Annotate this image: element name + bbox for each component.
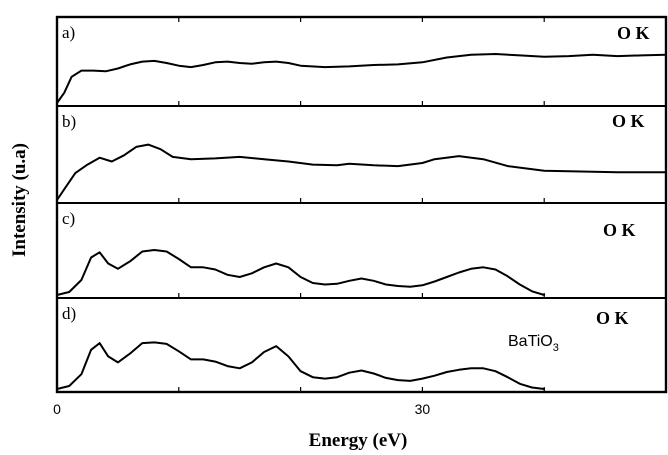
edge-label: O K — [612, 111, 645, 131]
panel-a: a) O K — [56, 17, 667, 106]
x-tick-label: 0 — [53, 401, 61, 417]
panels-group: a) O K b) O K c) O K d) O K BaTiO3 — [55, 15, 668, 394]
edge-label: O K — [596, 308, 629, 328]
panel-label: d) — [62, 304, 76, 323]
spectrum-line-b — [56, 143, 667, 201]
panel-label: b) — [62, 112, 76, 131]
panel-b: b) O K — [56, 111, 667, 203]
panel-d: d) O K BaTiO3 — [56, 304, 667, 392]
y-axis-title: Intensity (u.a) — [9, 143, 30, 257]
panel-c: c) O K — [56, 209, 667, 298]
panel-label: a) — [62, 23, 75, 42]
plot-frame — [55, 15, 668, 394]
x-axis: 0 30 — [53, 401, 430, 417]
compound-annotation: BaTiO3 — [508, 333, 559, 354]
edge-label: O K — [617, 23, 650, 43]
spectrum-line-d — [56, 341, 546, 390]
spectrum-line-a — [56, 53, 667, 104]
x-tick-label: 30 — [415, 401, 431, 417]
spectrum-line-c — [56, 249, 546, 296]
x-axis-title: Energy (eV) — [309, 430, 408, 451]
panel-label: c) — [62, 209, 75, 228]
edge-label: O K — [603, 220, 636, 240]
